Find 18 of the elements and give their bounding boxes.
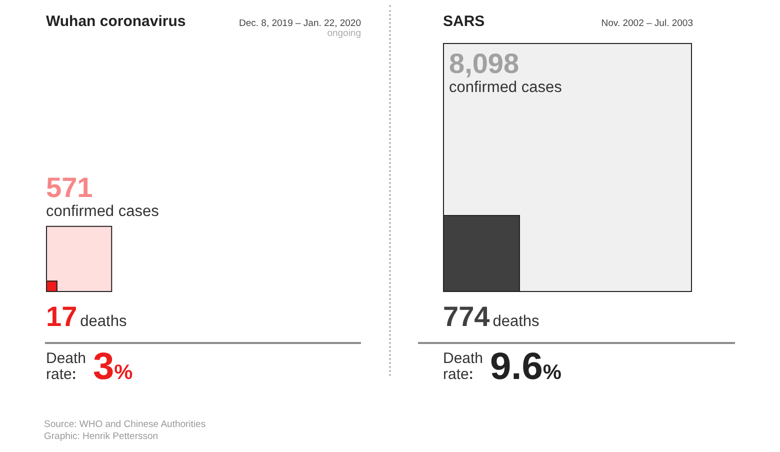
category-label: confirmed cases (449, 78, 562, 96)
data-label: 8,098 (449, 48, 520, 80)
text: Nov. 2002 – Jul. 2003 (601, 18, 693, 29)
category-label: deaths (492, 312, 540, 330)
category-label: Death rate (46, 350, 88, 384)
category-label: confirmed cases (46, 202, 159, 220)
text: Dec. 8, 2019 – Jan. 22, 2020 ongoing (238, 18, 361, 40)
category-label: Death rate (443, 350, 484, 384)
category-label: deaths (80, 312, 127, 330)
data-label: 571 (46, 172, 93, 204)
data-label: 9.6% (490, 346, 562, 388)
text: SARS (443, 13, 485, 30)
text: Graphic: Henrik Pettersson (44, 430, 158, 443)
data-label: 17 (46, 301, 78, 332)
data-label: 3% (93, 346, 133, 388)
data-label: 774 (443, 301, 490, 332)
source-note: Source: WHO and Chinese Authorities (44, 418, 206, 431)
text: Wuhan coronavirus (46, 13, 186, 30)
